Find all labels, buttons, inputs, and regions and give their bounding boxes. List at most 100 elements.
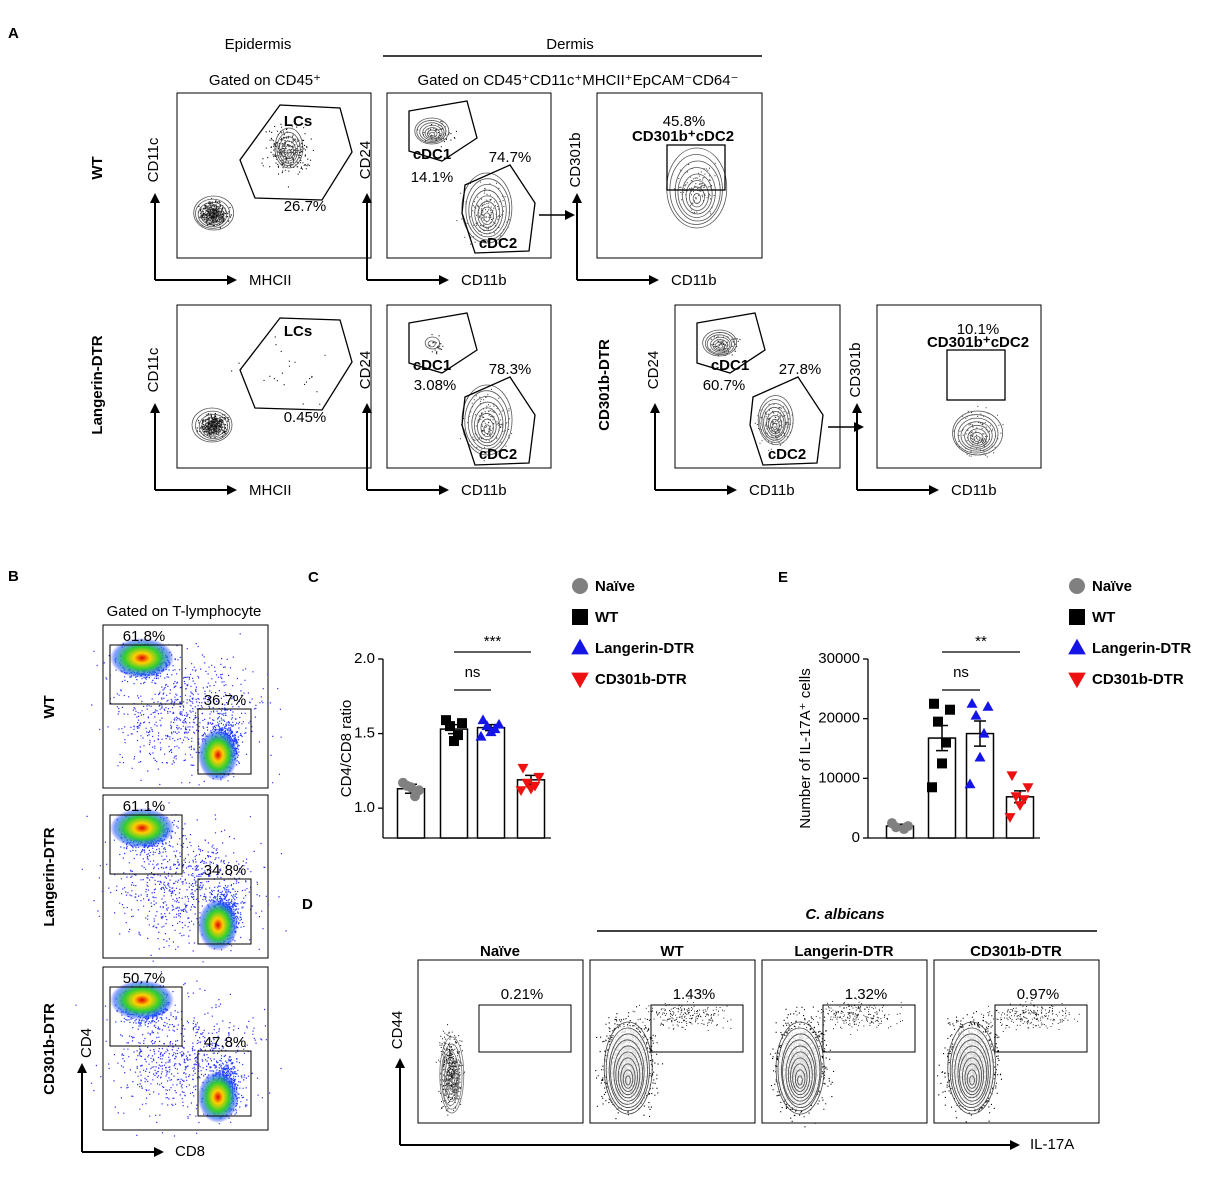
gate — [666, 144, 726, 191]
contour — [424, 336, 440, 350]
percent-label: 34.8% — [204, 862, 247, 879]
legend-marker — [571, 672, 589, 689]
contour — [797, 1075, 803, 1086]
contour — [209, 214, 217, 221]
contour — [962, 1057, 983, 1096]
contour — [276, 131, 301, 167]
event-dots — [796, 998, 903, 1035]
data-point — [929, 698, 939, 709]
contour — [281, 140, 297, 162]
data-point — [441, 715, 451, 726]
contour — [483, 424, 491, 434]
legend-marker — [1068, 672, 1086, 689]
contour — [717, 344, 723, 349]
event-dots — [231, 336, 326, 414]
event-dots — [196, 413, 230, 439]
contour — [283, 144, 295, 160]
contour — [203, 208, 222, 224]
contour — [439, 1036, 465, 1114]
event-dots — [953, 405, 1004, 458]
gate-label: Gated on CD45⁺CD11c⁺MHCII⁺EpCAM⁻CD64⁻ — [417, 72, 738, 89]
contour — [465, 178, 510, 241]
percent-label: 50.7% — [123, 970, 166, 987]
contour — [666, 147, 728, 229]
legend-marker — [1068, 638, 1086, 655]
gate — [461, 164, 536, 254]
contour — [710, 336, 731, 353]
contour — [426, 129, 438, 138]
event-dots — [673, 162, 721, 215]
x-axis-label: MHCII — [249, 272, 292, 289]
data-point — [899, 824, 909, 835]
data-point — [933, 716, 943, 727]
event-dots — [459, 388, 513, 462]
contour — [949, 1027, 994, 1112]
data-point — [891, 822, 901, 833]
contour — [286, 149, 292, 157]
contour — [605, 1027, 650, 1112]
panel-label: B — [8, 568, 19, 585]
column-label: WT — [660, 943, 683, 960]
contour — [957, 1045, 988, 1102]
legend-label: Langerin-DTR — [1092, 640, 1191, 657]
contour — [677, 167, 716, 218]
contour — [620, 1063, 636, 1092]
plot-frame — [876, 304, 1042, 469]
contour — [416, 120, 447, 144]
percent-label: 36.7% — [204, 692, 247, 709]
contour — [615, 1051, 641, 1099]
contour — [792, 1063, 808, 1092]
contour — [471, 401, 504, 447]
gate — [408, 100, 478, 162]
y-axis-label: CD24 — [645, 351, 662, 389]
population-label: LCs — [284, 113, 312, 130]
contour — [207, 423, 220, 434]
contour — [477, 413, 497, 441]
contour — [474, 195, 501, 232]
contour — [777, 1027, 822, 1112]
population-label: cDC1 — [711, 357, 749, 374]
percent-label: 14.1% — [411, 169, 454, 186]
data-point — [974, 751, 986, 762]
legend-label: Langerin-DTR — [595, 640, 694, 657]
data-point — [457, 718, 467, 729]
contour — [603, 1021, 653, 1115]
contour — [964, 1063, 980, 1092]
contour — [692, 193, 702, 204]
population-label: cDC1 — [413, 146, 451, 163]
header: Epidermis — [225, 36, 292, 53]
contour — [474, 407, 500, 444]
contour — [477, 201, 498, 229]
contour — [197, 201, 228, 228]
gate — [946, 349, 1006, 401]
gate — [109, 814, 183, 875]
density — [110, 808, 174, 848]
contour — [702, 329, 738, 357]
gate — [109, 644, 183, 705]
contour — [447, 1071, 455, 1095]
y-axis-label: CD24 — [357, 141, 374, 179]
contour — [785, 1045, 816, 1102]
percent-label: 61.8% — [123, 628, 166, 645]
x-axis-label: CD11b — [461, 482, 507, 499]
data-point — [406, 782, 416, 793]
contour — [441, 1050, 460, 1106]
contour — [794, 1069, 806, 1089]
data-point — [966, 698, 978, 708]
contour — [714, 341, 726, 350]
contour — [759, 399, 791, 443]
x-axis-label: CD11b — [951, 482, 997, 499]
plot-frame — [102, 624, 269, 789]
contour — [419, 122, 445, 142]
percent-label: 0.21% — [501, 986, 544, 1003]
data-point — [982, 700, 994, 711]
population-label: cDC1 — [413, 357, 451, 374]
density — [110, 980, 174, 1020]
gate — [749, 376, 824, 466]
row-label: Langerin-DTR — [41, 827, 58, 926]
row-label: WT — [89, 156, 106, 179]
plot-frame — [589, 959, 756, 1124]
plot-frame — [386, 92, 552, 259]
data-point — [1014, 801, 1026, 811]
